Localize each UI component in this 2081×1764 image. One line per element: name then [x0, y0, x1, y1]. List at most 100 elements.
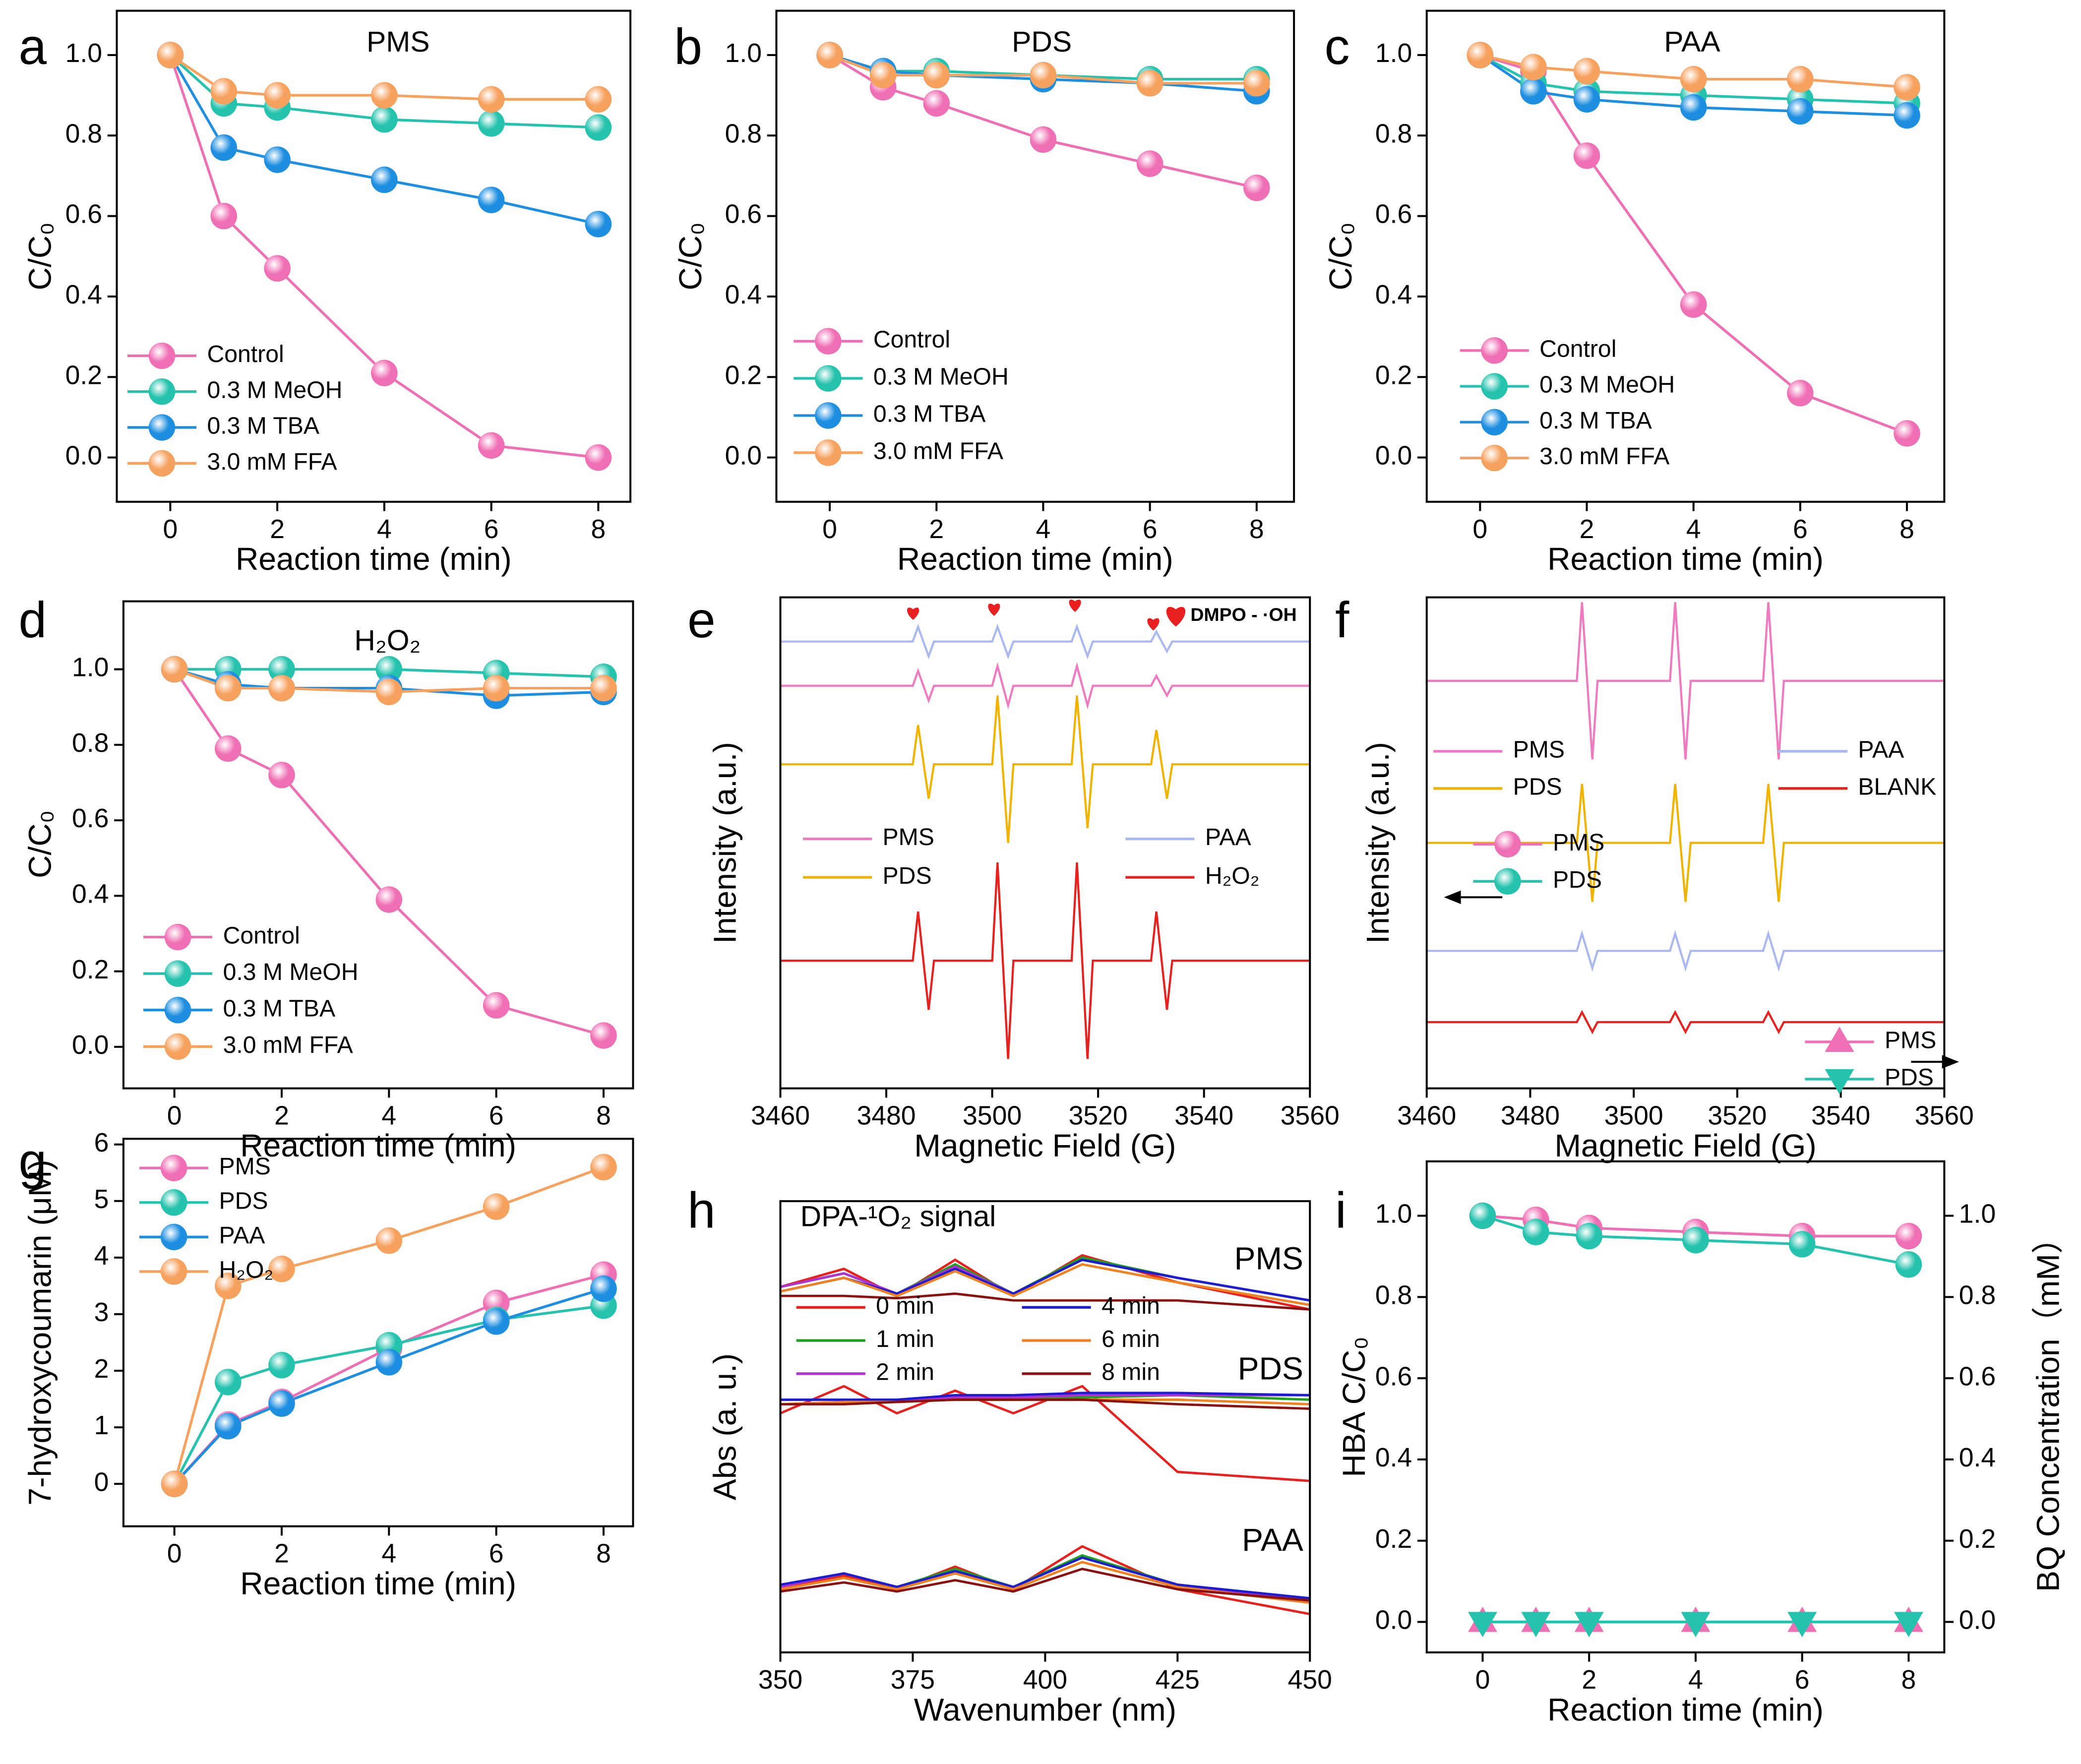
x-axis-label: Magnetic Field (G) — [1554, 1128, 1816, 1163]
legend-label: Control — [1539, 335, 1616, 362]
data-point — [215, 1413, 242, 1440]
data-point — [923, 61, 950, 89]
heart — [1166, 607, 1186, 627]
data-point — [1894, 420, 1920, 447]
y-tick-label: 0.2 — [1375, 361, 1412, 390]
data-point — [215, 735, 242, 762]
panel-letter: d — [18, 592, 47, 648]
legend-marker — [164, 960, 191, 987]
legend-marker — [1481, 444, 1508, 472]
legend-label: 0.3 M MeOH — [1539, 371, 1675, 398]
x-tick-label: 3480 — [857, 1101, 916, 1131]
x-tick-label: 400 — [1023, 1665, 1067, 1695]
series-line — [173, 1304, 604, 1485]
data-point — [478, 86, 505, 113]
x-tick-label: 0 — [822, 515, 837, 544]
y-tick-label: 0.2 — [725, 361, 762, 390]
data-point — [1894, 102, 1920, 129]
data-point — [1680, 291, 1707, 318]
group-label: PDS — [1238, 1351, 1303, 1387]
spectrum-line — [1426, 602, 1945, 760]
y-tick-label: 3 — [94, 1298, 109, 1327]
data-point — [590, 674, 617, 702]
x-tick-label: 6 — [484, 515, 499, 544]
legend-label: PAA — [219, 1222, 266, 1249]
series-line — [173, 669, 604, 1037]
legend-label: Control — [223, 922, 300, 949]
x-tick-label: 3560 — [1915, 1101, 1974, 1131]
data-point — [1467, 42, 1494, 68]
group-label: PAA — [1242, 1522, 1303, 1558]
y-tick-label: 0.4 — [72, 879, 109, 909]
y-tick-label: 1.0 — [65, 39, 102, 68]
data-point — [1521, 1612, 1551, 1638]
x-axis-label: Magnetic Field (G) — [914, 1128, 1176, 1163]
data-point — [1680, 65, 1707, 93]
peak-hearts — [907, 600, 1186, 631]
data-point — [585, 86, 612, 113]
legend-marker — [164, 996, 191, 1024]
legend-marker — [160, 1155, 187, 1181]
y-tick-label: 6 — [94, 1128, 109, 1157]
data-point — [161, 656, 188, 683]
legend-label: 0.3 M TBA — [223, 995, 336, 1022]
spectrum-line — [780, 1385, 1310, 1482]
legend-label: PMS — [1513, 736, 1565, 763]
data-point — [268, 1390, 295, 1417]
y-tick-label: 0.0 — [1375, 1606, 1412, 1635]
data-point — [371, 82, 398, 109]
x-axis-label: Reaction time (min) — [1547, 541, 1824, 577]
data-point — [1680, 94, 1707, 121]
axis-arrows — [1444, 890, 1959, 1069]
data-point — [1136, 70, 1163, 97]
legend-label: Control — [873, 326, 950, 353]
data-point — [215, 674, 242, 702]
data-point — [371, 166, 398, 193]
x-tick-label: 2 — [929, 515, 944, 544]
plot-frame — [1425, 9, 1946, 503]
legend-label: PDS — [1513, 774, 1562, 800]
data-point — [483, 674, 510, 702]
y-tick-label: 5 — [94, 1185, 109, 1214]
series-line — [173, 1165, 604, 1484]
legend-label: 8 min — [1102, 1359, 1160, 1386]
data-point — [375, 1349, 403, 1376]
x-axis-label: Reaction time (min) — [1547, 1692, 1824, 1727]
x-tick-label: 350 — [758, 1665, 802, 1695]
y-axis-label: 7-hydroxycoumarin (μM) — [22, 1159, 58, 1505]
data-point — [590, 1154, 617, 1181]
data-point — [478, 110, 505, 137]
data-point — [371, 106, 398, 133]
x-tick-label: 4 — [381, 1539, 396, 1569]
x-tick-label: 3540 — [1174, 1101, 1233, 1131]
y-tick-label: 0.2 — [1375, 1524, 1412, 1554]
chart-title: PAA — [1664, 26, 1720, 58]
x-axis-label: Reaction time (min) — [240, 1128, 516, 1163]
plot-frame — [122, 600, 634, 1090]
y-tick-label: 1 — [94, 1411, 109, 1440]
spectrum-line — [780, 662, 1310, 710]
data-point — [483, 1193, 510, 1220]
plot-frame — [779, 596, 1311, 1090]
spectrum-line — [780, 1561, 1310, 1604]
data-point — [375, 1227, 403, 1254]
legend-label: 2 min — [876, 1359, 934, 1386]
legend-marker — [164, 1033, 191, 1060]
data-point — [210, 134, 238, 161]
plot-frame — [1425, 596, 1946, 1090]
y-tick-label: 1.0 — [1375, 39, 1412, 68]
legend-label: PDS — [1553, 866, 1602, 893]
y-tick-label: 0.6 — [725, 200, 762, 229]
legend-label: PAA — [1858, 736, 1904, 763]
x-tick-label: 3520 — [1069, 1101, 1128, 1131]
x-axis-label: Reaction time (min) — [240, 1566, 516, 1601]
y-tick-label: 1.0 — [1375, 1200, 1412, 1229]
legend-label: 3.0 mM FFA — [873, 438, 1004, 465]
data-point — [483, 1308, 510, 1335]
y-tick-label: 0.8 — [72, 729, 109, 758]
data-point — [210, 202, 238, 230]
group-label: PMS — [1234, 1240, 1303, 1276]
series-line — [169, 54, 599, 226]
